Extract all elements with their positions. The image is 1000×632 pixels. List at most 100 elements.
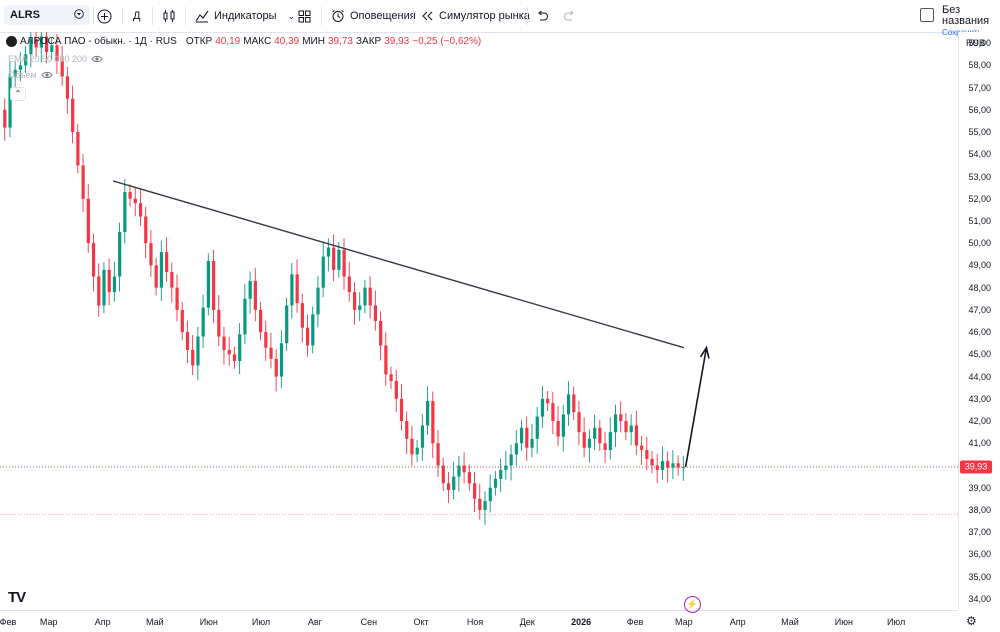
candle-body xyxy=(556,421,560,437)
compare-button[interactable] xyxy=(97,0,112,32)
price-tick-label: 53,00 xyxy=(968,171,991,182)
candle-body xyxy=(248,280,252,299)
candle-body xyxy=(389,374,393,382)
candle-body xyxy=(123,192,127,233)
price-tick-label: 42,00 xyxy=(968,416,991,427)
candle-body xyxy=(128,192,132,199)
ema-indicator[interactable]: EMA 20 50 100 200 xyxy=(8,54,103,64)
grid-icon xyxy=(298,10,311,22)
candle-body xyxy=(446,483,451,490)
candle-body xyxy=(467,472,471,484)
price-tick-label: 39,00 xyxy=(968,482,991,493)
indicators-button[interactable]: Индикаторы ⌄ xyxy=(195,0,295,32)
price-tick-label: 54,00 xyxy=(968,149,991,160)
candle-body xyxy=(462,465,466,473)
candle-body xyxy=(149,243,153,266)
candle-body xyxy=(138,203,143,217)
candle-body xyxy=(39,36,43,48)
open-label: ОТКР xyxy=(185,36,213,47)
symbol-search[interactable]: ALRS xyxy=(4,5,90,25)
candle-body xyxy=(520,427,524,444)
time-tick-label: Май xyxy=(781,617,799,627)
candle-body xyxy=(3,109,7,128)
candle-body xyxy=(337,249,341,270)
candle-body xyxy=(180,309,184,333)
candle-body xyxy=(55,45,59,61)
interval-label: Д xyxy=(133,10,141,22)
interval-button[interactable]: Д xyxy=(133,0,140,32)
layouts-button[interactable] xyxy=(298,0,311,32)
candle-body xyxy=(118,232,122,277)
candle-body xyxy=(29,38,33,55)
time-tick-label: Июл xyxy=(886,617,906,627)
price-chart[interactable] xyxy=(0,32,958,610)
candle-body xyxy=(91,243,96,277)
alerts-button[interactable]: Оповещения xyxy=(331,0,416,32)
low-value: 39,73 xyxy=(327,36,353,47)
collapse-legend-button[interactable]: ⌃ xyxy=(10,87,26,101)
eye-icon[interactable] xyxy=(41,71,53,79)
candle-body xyxy=(44,36,49,53)
legend-title[interactable]: АЛРОСА ПАО - обыкн. · 1Д · RUS xyxy=(20,36,177,47)
layout-checkbox[interactable] xyxy=(920,8,934,22)
candle-body xyxy=(452,476,456,490)
candle-body xyxy=(264,332,268,348)
chart-type-button[interactable] xyxy=(162,0,176,32)
candle-body xyxy=(185,332,190,350)
candle-body xyxy=(483,501,487,510)
close-value: 39,93 xyxy=(384,36,410,47)
candle-body xyxy=(352,292,357,310)
price-axis[interactable]: 34,0035,0036,0037,0038,0039,0040,0041,00… xyxy=(958,32,1000,610)
separator xyxy=(122,7,123,25)
candle-body xyxy=(81,165,85,199)
candle-body xyxy=(316,287,320,315)
price-tick-label: 43,00 xyxy=(968,393,991,404)
time-tick-label: Сен xyxy=(360,617,378,627)
time-tick-label: Ноя xyxy=(466,617,484,627)
time-tick-label: 2026 xyxy=(571,617,592,627)
candle-body xyxy=(342,249,346,277)
candle-body xyxy=(13,69,17,77)
undo-button[interactable] xyxy=(536,0,549,32)
currency-label[interactable]: RUB xyxy=(966,38,986,48)
candle-body xyxy=(232,354,237,362)
candle-body xyxy=(321,256,325,288)
candle-body xyxy=(269,347,273,359)
separator xyxy=(93,7,94,25)
time-axis[interactable]: Фев Мар Апр Май Июн Июл Авг Сен Окт Ноя Дек 2026 Фев… xyxy=(0,610,958,632)
candle-body xyxy=(347,276,351,293)
candle-body xyxy=(332,247,336,270)
replay-button[interactable]: Симулятор рынка xyxy=(421,0,530,32)
candle-body xyxy=(415,447,419,455)
time-tick-label: Окт xyxy=(413,617,429,627)
candle-body xyxy=(170,272,174,288)
price-tick-label: 50,00 xyxy=(968,238,991,249)
candle-body xyxy=(165,252,169,273)
open-value: 40,19 xyxy=(215,36,241,47)
candle-body xyxy=(561,414,565,437)
volume-indicator[interactable]: Объём xyxy=(8,70,53,80)
candle-body xyxy=(645,449,649,459)
gear-icon[interactable]: ⚙ xyxy=(966,614,977,628)
candle-body xyxy=(279,343,284,377)
candle-body xyxy=(196,336,200,366)
indicators-label: Индикаторы xyxy=(214,10,277,22)
flash-icon[interactable]: ⚡ xyxy=(684,596,701,613)
candle-body xyxy=(587,438,592,448)
candle-body xyxy=(399,398,404,422)
candle-body xyxy=(504,465,508,470)
candle-body xyxy=(530,438,534,448)
eye-icon[interactable] xyxy=(91,55,103,63)
tradingview-logo[interactable]: TV xyxy=(8,589,26,606)
company-logo xyxy=(6,36,17,47)
candle-body xyxy=(436,443,440,466)
candle-body xyxy=(107,269,111,293)
candle-body xyxy=(624,421,628,433)
candle-body xyxy=(540,398,545,417)
candle-body xyxy=(493,478,498,488)
redo-icon xyxy=(564,10,574,21)
close-label: ЗАКР xyxy=(355,36,382,47)
candles-icon xyxy=(163,10,175,22)
candle-body xyxy=(593,427,597,439)
redo-button[interactable] xyxy=(563,0,576,32)
